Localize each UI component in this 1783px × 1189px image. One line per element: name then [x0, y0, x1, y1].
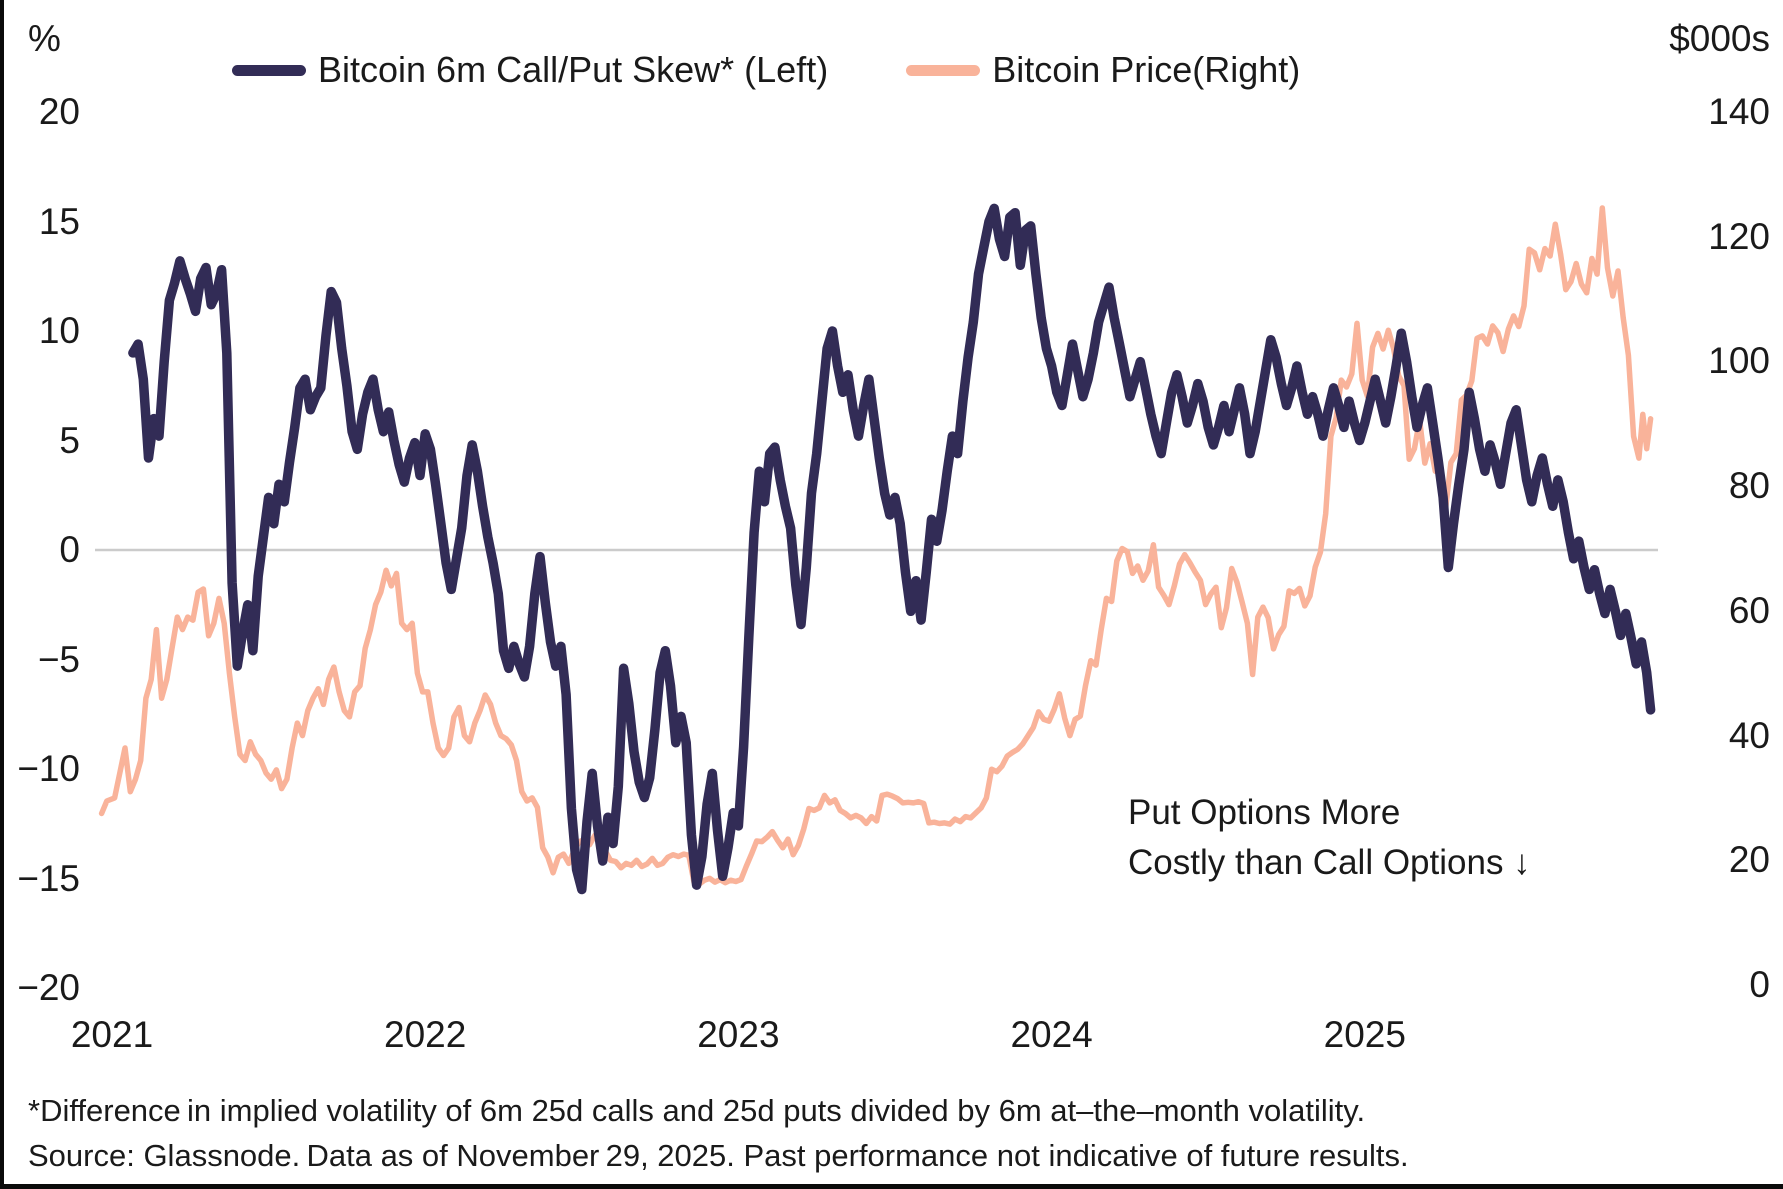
put-options-annotation: Put Options More Costly than Call Option… [1128, 788, 1531, 888]
x-tick-2024: 2024 [1010, 1014, 1093, 1055]
annotation-line2: Costly than Call Options ↓ [1128, 843, 1531, 882]
left-tick--10: −10 [17, 748, 80, 789]
right-tick-80: 80 [1728, 465, 1770, 507]
left-tick-10: 10 [38, 310, 80, 351]
footnote-definition: *Difference in implied volatility of 6m … [28, 1093, 1366, 1128]
left-tick--20: −20 [17, 967, 80, 1008]
right-tick-120: 120 [1708, 215, 1770, 257]
x-tick-2023: 2023 [697, 1014, 780, 1055]
right-tick-20: 20 [1728, 839, 1770, 881]
left-tick--5: −5 [37, 638, 80, 680]
call-put-skew-line [128, 203, 1656, 895]
left-axis-title: % [28, 18, 61, 59]
left-tick--15: −15 [17, 857, 80, 899]
x-tick-2022: 2022 [384, 1014, 467, 1055]
right-axis-title: $000s [1669, 18, 1770, 59]
left-tick-5: 5 [59, 419, 80, 461]
left-tick-20: 20 [38, 91, 80, 132]
right-tick-40: 40 [1728, 714, 1770, 756]
annotation-line1: Put Options More [1128, 793, 1401, 832]
x-tick-2021: 2021 [70, 1014, 154, 1055]
x-tick-2025: 2025 [1323, 1014, 1406, 1055]
page-left-border [0, 0, 4, 1189]
left-tick-0: 0 [59, 529, 80, 570]
right-tick-0: 0 [1749, 964, 1770, 1005]
footnote-source: Source: Glassnode. Data as of November 2… [28, 1138, 1409, 1173]
page-bottom-border [0, 1184, 1783, 1189]
left-tick-15: 15 [38, 200, 80, 242]
right-tick-100: 100 [1708, 340, 1770, 382]
right-tick-60: 60 [1728, 589, 1770, 631]
right-tick-140: 140 [1708, 91, 1770, 132]
